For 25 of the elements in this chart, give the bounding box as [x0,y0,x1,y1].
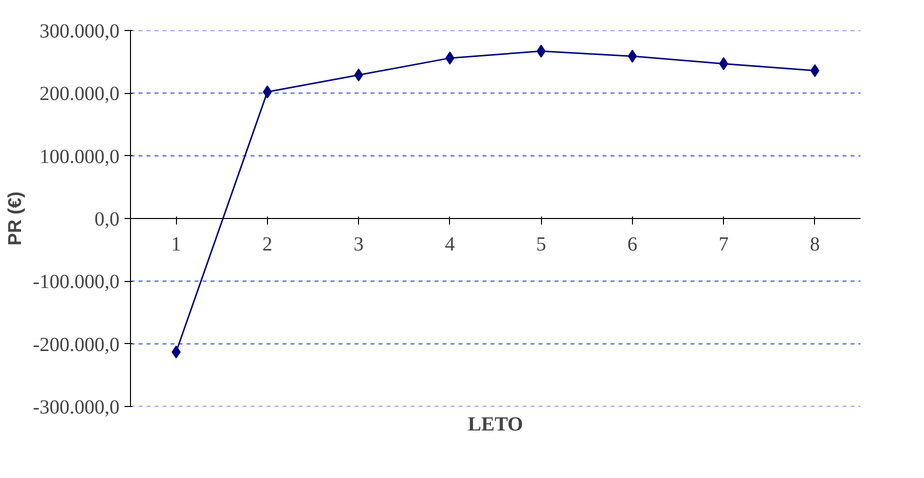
x-tick-label: 6 [627,234,638,256]
y-tick-label: -300.000,0 [32,396,120,418]
point [172,345,181,358]
y-tick-label: -200.000,0 [32,334,120,356]
point [354,68,364,82]
point [262,85,272,98]
y-tick-label: -100.000,0 [32,271,120,294]
point [536,44,546,58]
x-axis-title: LETO [468,414,524,436]
point [628,50,637,63]
x-tick-label: 4 [444,234,455,256]
x-tick-label: 5 [536,234,546,256]
y-tick-label: 200.000,0 [40,83,120,106]
x-tick-label: 7 [718,234,729,256]
point [445,52,454,65]
x-tick-label: 1 [171,234,182,256]
y-axis-title: PR (€) [4,192,25,246]
y-tick-label: 100.000,0 [40,146,120,168]
point [810,64,820,78]
y-tick-label: 0,0 [94,208,120,230]
point [719,57,728,70]
x-tick-label: 3 [354,234,364,256]
x-tick-label: 8 [810,234,820,256]
x-tick-label: 2 [262,234,272,256]
y-tick-label: 300.000,0 [40,20,120,42]
